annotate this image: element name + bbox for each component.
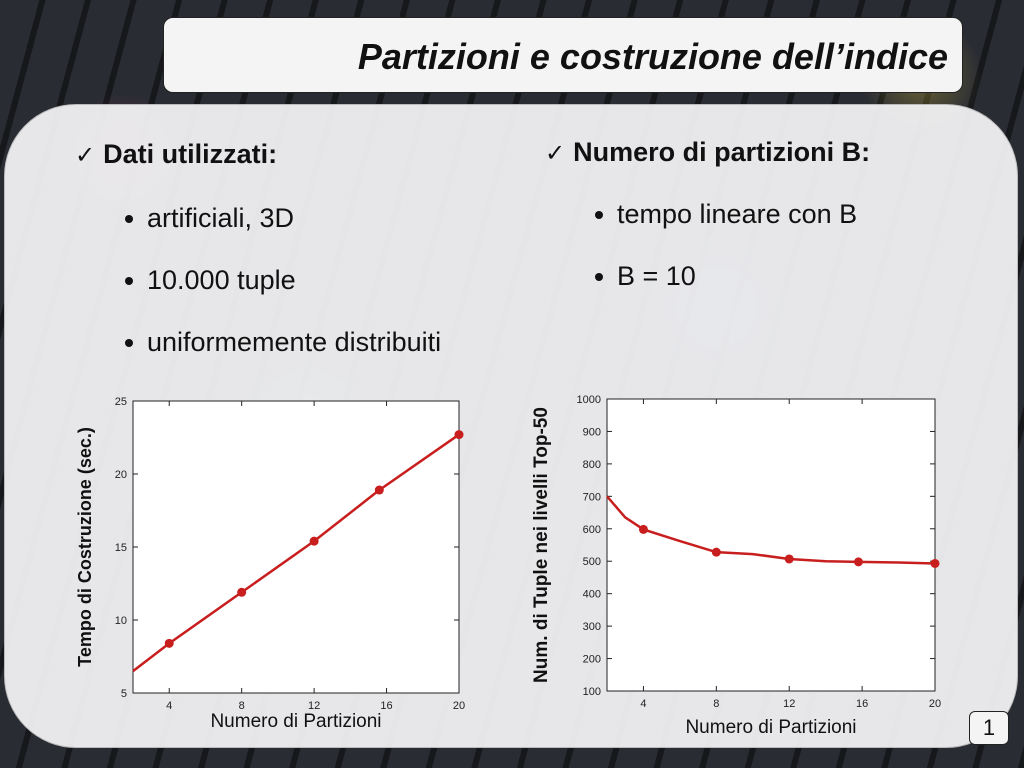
left-bullet-2: 10.000 tuple [125,265,296,296]
right-bullet-1: tempo lineare con B [595,199,857,230]
series-line [132,433,460,673]
y-tick-label: 100 [583,686,601,698]
data-point [853,557,863,567]
title-box: Partizioni e costruzione dell’indice [163,17,963,93]
series-line [606,495,936,565]
bullet-dot-icon [595,210,603,219]
bullet-dot-icon [125,214,133,223]
chart-svg: 4 8 12 16 20 100 200 300 400 500 600 700 800 900 1000 N… [531,394,941,738]
y-tick-label: 200 [583,654,601,666]
x-tick-label: 12 [308,700,320,712]
x-tick-label: 8 [239,700,245,712]
right-heading: ✓ Numero di partizioni B: [545,137,870,168]
data-point [638,524,648,534]
y-axis-label: Num. di Tuple nei livelli Top-50 [531,407,552,683]
y-tick-label: 300 [583,621,601,633]
bullet-dot-icon [125,338,133,347]
x-tick-label: 8 [713,698,719,710]
left-heading-text: Dati utilizzati: [103,139,278,169]
left-bullet-3: uniformemente distribuiti [125,327,441,358]
data-point [784,554,794,564]
right-column: ✓ Numero di partizioni B: [545,137,870,168]
check-mark-icon: ✓ [75,140,96,169]
slide-title: Partizioni e costruzione dell’indice [357,36,948,77]
x-tick-label: 12 [783,698,795,710]
chart-top50-tuples: 4 8 12 16 20 100 200 300 400 500 600 700 800 900 1000 N… [531,385,951,746]
y-tick-label: 1000 [577,394,601,406]
right-heading-text: Numero di partizioni B: [573,137,871,167]
y-tick-label: 25 [115,396,127,408]
bullet-text: artificiali, 3D [147,203,295,233]
page-number: 1 [969,711,1009,745]
data-point [930,558,940,568]
plot-frame [132,400,460,694]
x-axis-label: Numero di Partizioni [210,711,381,732]
data-point [711,547,721,557]
data-point [374,485,384,495]
data-point [309,536,319,546]
y-tick-label: 15 [115,542,127,554]
check-mark-icon: ✓ [545,138,566,167]
data-point [454,430,464,440]
x-tick-label: 20 [929,698,941,710]
y-tick-label: 20 [115,469,127,481]
y-tick-label: 5 [121,688,127,700]
chart-svg: 4 8 12 16 20 5 10 15 20 25 Numero di Partizioni Tem… [75,396,465,732]
left-bullet-1: artificiali, 3D [125,203,294,234]
x-tick-label: 16 [380,700,392,712]
y-tick-label: 900 [583,426,601,438]
x-tick-label: 16 [856,698,868,710]
right-bullet-2: B = 10 [595,261,696,292]
x-axis-label: Numero di Partizioni [685,717,856,738]
y-axis-label: Tempo di Costruzione (sec.) [75,427,95,667]
y-tick-label: 800 [583,459,601,471]
data-point [237,587,247,597]
y-tick-label: 600 [583,524,601,536]
left-heading: ✓ Dati utilizzati: [75,139,277,170]
x-tick-label: 20 [453,700,465,712]
y-tick-label: 400 [583,589,601,601]
bullet-dot-icon [595,272,603,281]
bullet-text: B = 10 [617,261,696,291]
y-tick-label: 500 [583,556,601,568]
x-tick-label: 4 [640,698,646,710]
bullet-text: tempo lineare con B [617,199,858,229]
left-column: ✓ Dati utilizzati: [75,139,277,170]
y-tick-label: 700 [583,491,601,503]
bullet-text: uniformemente distribuiti [147,327,442,357]
x-tick-label: 4 [166,700,172,712]
chart-build-time: 4 8 12 16 20 5 10 15 20 25 Numero di Partizioni Tem… [75,385,475,740]
content-panel: ✓ Dati utilizzati: artificiali, 3D 10.00… [4,104,1018,748]
y-tick-label: 10 [115,615,127,627]
data-point [164,638,174,648]
bullet-text: 10.000 tuple [147,265,296,295]
plot-frame [606,398,936,692]
bullet-dot-icon [125,276,133,285]
